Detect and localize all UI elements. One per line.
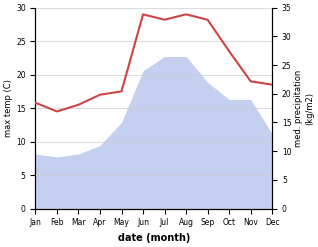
Y-axis label: max temp (C): max temp (C) [4,79,13,137]
X-axis label: date (month): date (month) [118,233,190,243]
Y-axis label: med. precipitation
(kg/m2): med. precipitation (kg/m2) [294,69,314,147]
